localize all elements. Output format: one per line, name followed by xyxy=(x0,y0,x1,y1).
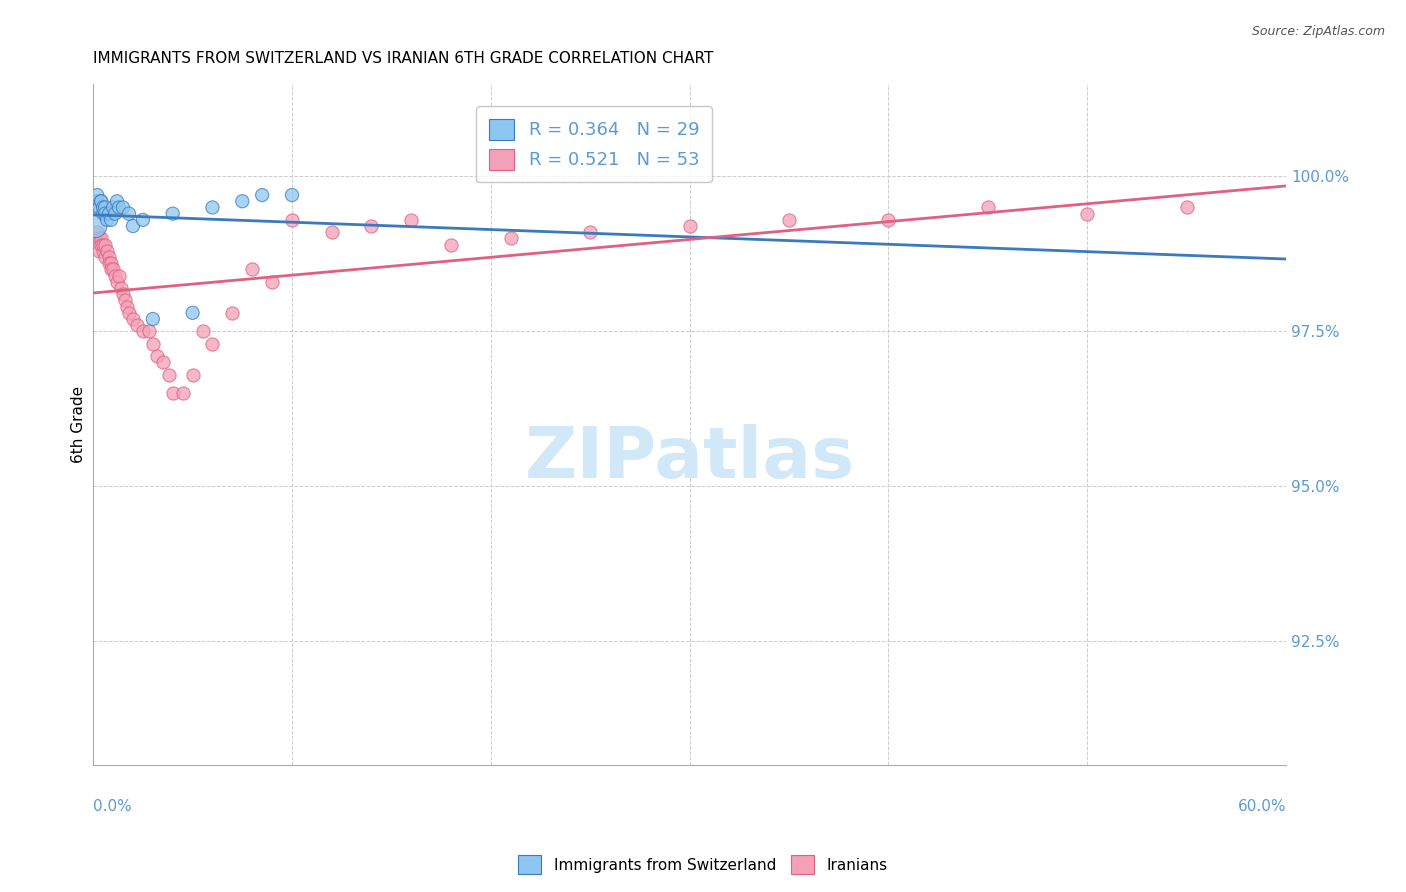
Text: ZIPatlas: ZIPatlas xyxy=(524,424,855,493)
Point xyxy=(499,231,522,245)
Point xyxy=(89,231,111,245)
Point xyxy=(778,212,800,227)
Point xyxy=(91,237,114,252)
Point xyxy=(111,287,134,301)
Point xyxy=(110,281,132,295)
Point xyxy=(94,207,117,221)
Text: IMMIGRANTS FROM SWITZERLAND VS IRANIAN 6TH GRADE CORRELATION CHART: IMMIGRANTS FROM SWITZERLAND VS IRANIAN 6… xyxy=(93,51,714,66)
Point xyxy=(105,275,128,289)
Point xyxy=(281,188,304,202)
Point xyxy=(579,225,602,239)
Point xyxy=(100,212,122,227)
Legend: Immigrants from Switzerland, Iranians: Immigrants from Switzerland, Iranians xyxy=(512,849,894,880)
Point xyxy=(105,194,128,209)
Point xyxy=(101,262,124,277)
Point xyxy=(877,212,900,227)
Point xyxy=(321,225,343,239)
Point xyxy=(98,207,121,221)
Point xyxy=(86,194,108,209)
Y-axis label: 6th Grade: 6th Grade xyxy=(72,386,86,463)
Point xyxy=(90,194,112,209)
Point xyxy=(108,201,131,215)
Point xyxy=(132,212,155,227)
Point xyxy=(91,201,114,215)
Point xyxy=(977,201,1000,215)
Point xyxy=(84,231,107,245)
Point xyxy=(142,312,165,326)
Point xyxy=(100,256,122,270)
Text: 60.0%: 60.0% xyxy=(1237,799,1286,814)
Point xyxy=(401,212,423,227)
Point xyxy=(86,188,108,202)
Point xyxy=(94,250,117,264)
Point xyxy=(89,201,111,215)
Point xyxy=(440,237,463,252)
Point xyxy=(262,275,284,289)
Point xyxy=(172,386,194,401)
Point xyxy=(146,349,169,363)
Point xyxy=(90,237,112,252)
Point xyxy=(100,262,122,277)
Point xyxy=(118,207,141,221)
Point xyxy=(191,325,214,339)
Point xyxy=(91,207,114,221)
Point xyxy=(162,386,184,401)
Point xyxy=(678,219,700,233)
Point xyxy=(1076,207,1098,221)
Point xyxy=(152,355,174,369)
Point xyxy=(250,188,273,202)
Point xyxy=(125,318,148,333)
Point xyxy=(221,306,243,320)
Text: 0.0%: 0.0% xyxy=(93,799,132,814)
Point xyxy=(1175,201,1198,215)
Point xyxy=(132,325,155,339)
Point xyxy=(90,194,112,209)
Point xyxy=(115,300,138,314)
Point xyxy=(240,262,263,277)
Point xyxy=(231,194,253,209)
Point xyxy=(98,250,121,264)
Point xyxy=(91,244,114,258)
Point xyxy=(142,336,165,351)
Point xyxy=(104,207,127,221)
Point xyxy=(104,268,127,283)
Point xyxy=(360,219,382,233)
Point xyxy=(89,201,111,215)
Point xyxy=(108,268,131,283)
Point xyxy=(181,368,204,382)
Point xyxy=(118,306,141,320)
Point xyxy=(96,244,118,258)
Point xyxy=(111,201,134,215)
Point xyxy=(162,207,184,221)
Point xyxy=(86,225,108,239)
Point xyxy=(122,312,145,326)
Point xyxy=(90,231,112,245)
Point xyxy=(201,201,224,215)
Point xyxy=(94,201,117,215)
Point xyxy=(122,219,145,233)
Point xyxy=(84,219,107,233)
Point xyxy=(101,201,124,215)
Point xyxy=(201,336,224,351)
Text: Source: ZipAtlas.com: Source: ZipAtlas.com xyxy=(1251,25,1385,38)
Point xyxy=(98,256,121,270)
Point xyxy=(181,306,204,320)
Point xyxy=(94,237,117,252)
Point xyxy=(281,212,304,227)
Legend: R = 0.364   N = 29, R = 0.521   N = 53: R = 0.364 N = 29, R = 0.521 N = 53 xyxy=(477,106,711,182)
Point xyxy=(96,212,118,227)
Point xyxy=(114,293,136,308)
Point xyxy=(157,368,180,382)
Point xyxy=(138,325,160,339)
Point xyxy=(89,244,111,258)
